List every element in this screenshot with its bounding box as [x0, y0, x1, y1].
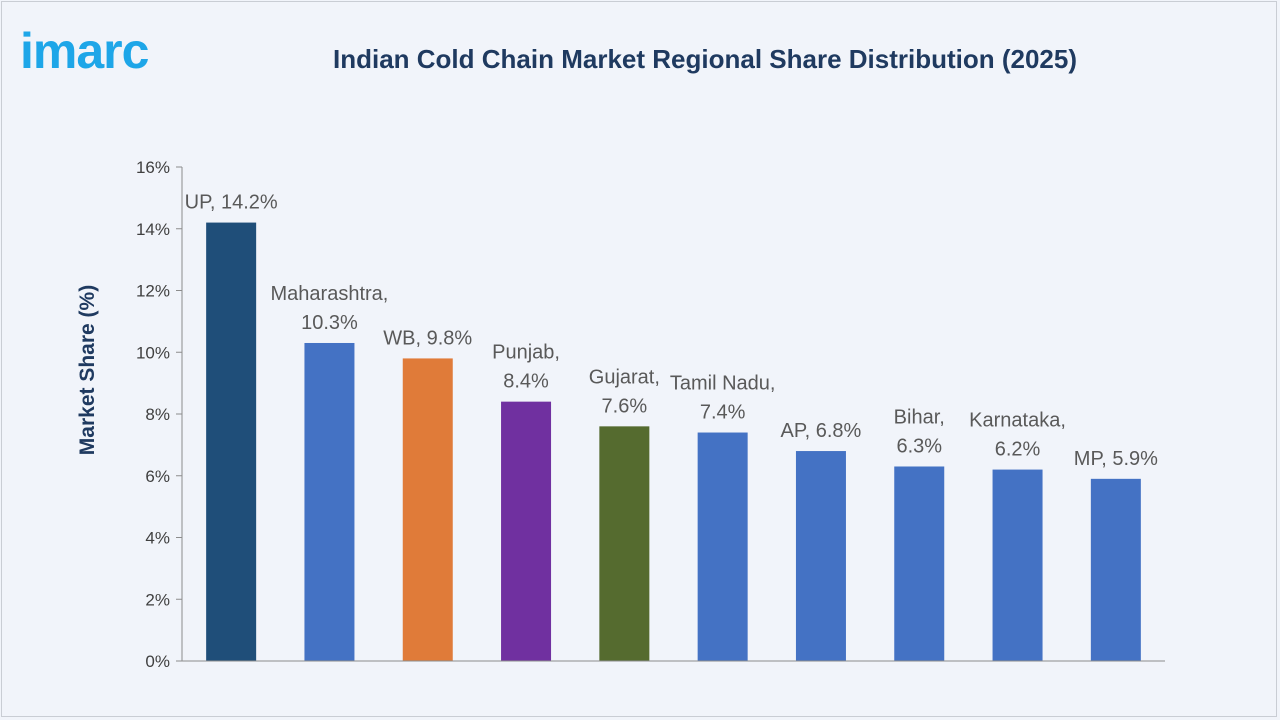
imarc-logo: imarc	[20, 23, 149, 79]
data-label: Gujarat,	[589, 366, 660, 388]
bar-mp	[1090, 478, 1141, 661]
data-label: UP, 14.2%	[185, 192, 278, 214]
y-tick-label: 8%	[145, 405, 170, 424]
bar-maharashtra	[304, 342, 355, 661]
bar-gujarat	[599, 426, 650, 661]
data-label: WB, 9.8%	[383, 327, 472, 349]
data-label: 6.2%	[995, 439, 1041, 461]
y-tick-label: 12%	[136, 282, 170, 301]
data-label: 8.4%	[503, 371, 549, 393]
y-tick-label: 16%	[136, 158, 170, 177]
bar-wb	[402, 358, 453, 661]
y-tick-label: 4%	[145, 529, 170, 548]
data-label: Bihar,	[894, 406, 945, 428]
data-label: Maharashtra,	[271, 283, 389, 305]
data-label: 7.4%	[700, 402, 746, 424]
y-tick-label: 6%	[145, 467, 170, 486]
data-label: 6.3%	[896, 435, 942, 457]
y-tick-label: 0%	[145, 652, 170, 671]
bar-tamil-nadu	[697, 432, 748, 661]
bar-ap	[795, 451, 846, 661]
data-label: Karnataka,	[969, 410, 1066, 432]
data-label: 10.3%	[301, 312, 358, 334]
y-tick-label: 10%	[136, 343, 170, 362]
data-label: AP, 6.8%	[781, 420, 862, 442]
bar-bihar	[894, 466, 945, 661]
bar-karnataka	[992, 469, 1043, 661]
y-tick-label: 14%	[136, 220, 170, 239]
data-label: Punjab,	[492, 342, 560, 364]
bar-up	[206, 222, 257, 661]
data-label: 7.6%	[602, 395, 648, 417]
chart-title: Indian Cold Chain Market Regional Share …	[333, 44, 1077, 74]
bar-punjab	[501, 401, 552, 661]
data-label: MP, 5.9%	[1074, 448, 1158, 470]
data-label: Tamil Nadu,	[670, 373, 776, 395]
y-tick-label: 2%	[145, 590, 170, 609]
